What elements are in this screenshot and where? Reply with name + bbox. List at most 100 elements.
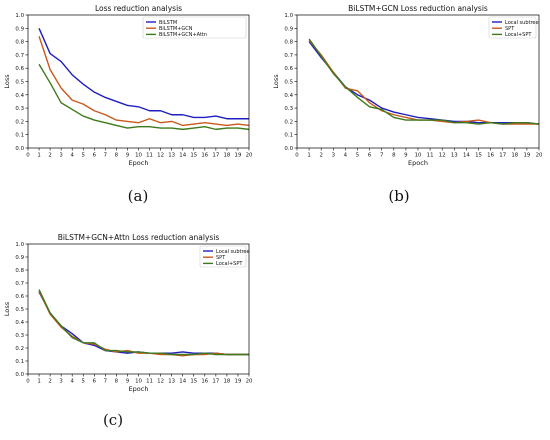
x-tick-label: 9: [126, 379, 130, 385]
x-tick-label: 20: [536, 153, 543, 159]
x-tick-label: 8: [115, 153, 119, 159]
x-tick-label: 12: [439, 153, 446, 159]
chart-title: BiLSTM+GCN Loss reduction analysis: [348, 4, 488, 13]
x-tick-label: 8: [392, 153, 396, 159]
x-tick-label: 12: [157, 153, 164, 159]
series-line-2: [308, 39, 539, 125]
y-tick-label: 0.4: [284, 93, 293, 99]
legend-box: [142, 16, 247, 39]
x-tick-label: 1: [37, 153, 40, 159]
y-tick-label: 0.8: [15, 268, 24, 274]
y-tick-label: 0.7: [15, 281, 24, 287]
x-tick-label: 2: [319, 153, 322, 159]
y-tick-label: 0.0: [15, 372, 24, 378]
x-tick-label: 7: [104, 153, 107, 159]
panel-caption: (b): [388, 187, 409, 205]
series-line-1: [38, 28, 249, 120]
x-tick-label: 17: [212, 379, 219, 385]
y-axis-label: Loss: [272, 74, 280, 89]
x-tick-label: 2: [48, 153, 51, 159]
panel-caption: (a): [128, 187, 149, 205]
legend-entry: SPT: [505, 26, 515, 32]
x-tick-label: 17: [212, 153, 219, 159]
y-tick-label: 0.3: [15, 106, 24, 112]
x-tick-label: 8: [115, 379, 119, 385]
x-tick-label: 6: [93, 153, 97, 159]
series-line-2: [38, 36, 250, 127]
legend-entry: Local subtree: [505, 20, 539, 26]
x-tick-label: 9: [404, 153, 408, 159]
x-tick-label: 4: [344, 153, 348, 159]
x-tick-label: 19: [235, 153, 242, 159]
legend-entry: BiLSTM+GCN+Attn: [159, 32, 207, 38]
series-line-1: [308, 41, 540, 125]
y-tick-label: 0.7: [15, 53, 24, 59]
legend-entry: BiLSTM+GCN: [159, 26, 193, 32]
x-axis-label: Epoch: [129, 159, 149, 167]
x-tick-label: 14: [179, 153, 186, 159]
y-tick-label: 0.5: [284, 80, 293, 86]
y-tick-label: 1.0: [15, 242, 24, 248]
x-tick-label: 10: [135, 153, 142, 159]
y-tick-label: 0.2: [15, 346, 24, 352]
x-tick-label: 15: [190, 153, 197, 159]
y-tick-label: 0.8: [284, 40, 293, 46]
x-tick-label: 2: [48, 379, 51, 385]
y-tick-label: 0.3: [15, 333, 24, 339]
x-tick-label: 15: [190, 379, 197, 385]
x-tick-label: 18: [511, 153, 518, 159]
x-tick-label: 16: [201, 153, 208, 159]
y-tick-label: 0.7: [284, 53, 293, 59]
y-tick-label: 0.1: [15, 133, 24, 139]
chart-panel-3: BiLSTM+GCN+Attn Loss reduction analysis 0…: [3, 233, 253, 429]
y-tick-label: 0.1: [15, 359, 24, 365]
x-tick-label: 9: [126, 153, 130, 159]
x-tick-label: 18: [223, 379, 230, 385]
series-line-3: [38, 63, 250, 131]
x-tick-label: 1: [307, 153, 310, 159]
y-tick-label: 0.2: [284, 119, 293, 125]
y-tick-label: 0.9: [15, 255, 24, 261]
x-tick-label: 7: [104, 379, 107, 385]
x-axis-label: Epoch: [129, 385, 149, 393]
x-tick-label: 5: [82, 153, 85, 159]
y-tick-label: 0.1: [284, 133, 293, 139]
x-tick-label: 11: [146, 153, 153, 159]
x-tick-label: 19: [523, 153, 530, 159]
y-tick-label: 0.9: [15, 26, 24, 32]
y-tick-label: 0.6: [15, 66, 24, 72]
x-tick-label: 14: [179, 379, 186, 385]
y-axis-label: Loss: [3, 301, 11, 316]
y-tick-label: 0.6: [15, 294, 24, 300]
x-axis-label: Epoch: [408, 159, 428, 167]
x-tick-label: 19: [235, 379, 242, 385]
y-tick-label: 0.0: [15, 146, 24, 152]
panel-caption: (c): [103, 411, 123, 429]
x-tick-label: 13: [168, 153, 175, 159]
series-line-2: [38, 290, 249, 357]
x-tick-label: 13: [451, 153, 458, 159]
y-tick-label: 0.6: [284, 66, 293, 72]
x-tick-label: 10: [415, 153, 422, 159]
x-tick-label: 16: [201, 379, 208, 385]
x-tick-label: 0: [26, 379, 30, 385]
series-line-3: [38, 289, 249, 356]
legend-entry: Local+SPT: [505, 32, 532, 38]
x-tick-label: 4: [70, 153, 74, 159]
x-tick-label: 1: [37, 379, 40, 385]
y-tick-label: 0.0: [284, 146, 293, 152]
y-tick-label: 0.2: [15, 119, 24, 125]
y-axis-label: Loss: [3, 74, 11, 89]
x-tick-label: 16: [487, 153, 494, 159]
y-tick-label: 0.4: [15, 93, 24, 99]
x-tick-label: 0: [295, 153, 299, 159]
x-tick-label: 12: [157, 379, 164, 385]
y-tick-label: 1.0: [15, 13, 24, 19]
legend-entry: BiLSTM: [159, 20, 177, 26]
x-tick-label: 3: [59, 153, 62, 159]
